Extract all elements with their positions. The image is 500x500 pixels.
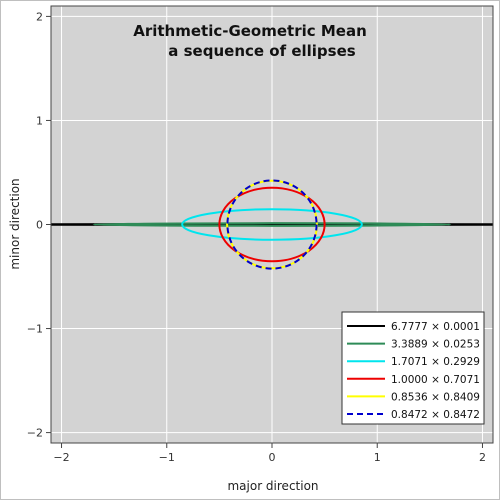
x-axis-ticks: −2 −1 0 1 2: [53, 443, 486, 464]
legend-label-5: 0.8472 × 0.8472: [391, 409, 480, 421]
ellipse-series: [51, 179, 493, 270]
ellipse-series-1: [92, 222, 452, 227]
ellipse-series-2: [181, 208, 363, 241]
legend-label-4: 0.8536 × 0.8409: [391, 391, 480, 403]
legend-label-1: 3.3889 × 0.0253: [391, 339, 480, 351]
x-tick-label-3: 1: [374, 451, 381, 464]
ellipse-series-5: [226, 179, 318, 270]
chart-title-line-1: Arithmetic-Geometric Mean: [133, 22, 367, 40]
y-axis-label: minor direction: [8, 178, 22, 269]
y-axis-ticks: −2 −1 0 1 2: [27, 10, 51, 440]
chart-title-line-2: a sequence of ellipses: [168, 42, 355, 60]
x-tick-label-1: −1: [159, 451, 175, 464]
y-tick-label-2: 0: [36, 219, 43, 232]
legend-label-3: 1.0000 × 0.7071: [391, 374, 480, 386]
legend-label-0: 6.7777 × 0.0001: [391, 321, 480, 333]
ellipse-series-3: [218, 186, 326, 263]
y-tick-label-3: 1: [36, 114, 43, 127]
x-tick-label-0: −2: [53, 451, 69, 464]
x-axis-label: major direction: [227, 479, 318, 493]
y-tick-label-4: 2: [36, 10, 43, 23]
y-tick-label-0: −2: [27, 427, 43, 440]
legend-box: [341, 311, 485, 425]
x-tick-label-4: 2: [479, 451, 486, 464]
legend-label-2: 1.7071 × 0.2929: [391, 356, 480, 368]
legend: 6.7777 × 0.0001 3.3889 × 0.0253 1.7071 × 0…: [341, 311, 485, 425]
y-tick-label-1: −1: [27, 323, 43, 336]
x-tick-label-2: 0: [269, 451, 276, 464]
